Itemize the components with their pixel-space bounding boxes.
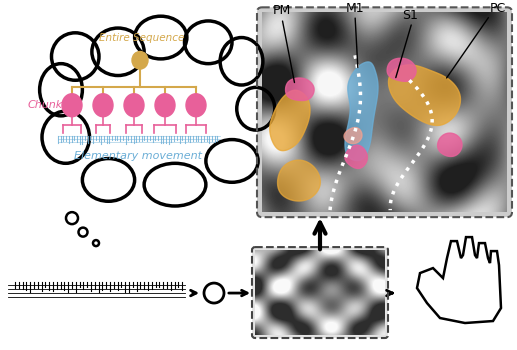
FancyBboxPatch shape	[257, 7, 512, 217]
Ellipse shape	[52, 33, 99, 80]
Ellipse shape	[206, 140, 258, 182]
Text: PC: PC	[490, 2, 506, 15]
Ellipse shape	[92, 28, 144, 76]
Ellipse shape	[75, 48, 240, 188]
Ellipse shape	[132, 51, 148, 69]
Polygon shape	[388, 65, 461, 125]
Text: Entire Sequence: Entire Sequence	[99, 33, 185, 43]
Polygon shape	[270, 90, 310, 150]
Ellipse shape	[40, 64, 82, 116]
Polygon shape	[345, 62, 378, 161]
Ellipse shape	[93, 94, 113, 117]
Ellipse shape	[62, 94, 82, 117]
Text: Elementary movement: Elementary movement	[74, 151, 202, 161]
Ellipse shape	[82, 159, 134, 201]
Ellipse shape	[155, 94, 175, 117]
Ellipse shape	[42, 111, 89, 163]
Ellipse shape	[186, 94, 206, 117]
Text: Chunk: Chunk	[27, 100, 63, 110]
Text: M1: M1	[346, 2, 364, 15]
FancyBboxPatch shape	[252, 247, 388, 338]
Ellipse shape	[144, 163, 206, 206]
Text: S1: S1	[402, 9, 418, 22]
Polygon shape	[344, 127, 362, 144]
Polygon shape	[387, 58, 416, 81]
Polygon shape	[278, 160, 321, 201]
Ellipse shape	[220, 37, 263, 85]
Polygon shape	[285, 78, 314, 100]
Ellipse shape	[124, 94, 144, 117]
Text: PM: PM	[273, 4, 291, 17]
Ellipse shape	[134, 16, 187, 59]
Polygon shape	[437, 133, 462, 156]
Polygon shape	[345, 145, 368, 168]
Ellipse shape	[185, 21, 232, 64]
Ellipse shape	[237, 88, 275, 130]
